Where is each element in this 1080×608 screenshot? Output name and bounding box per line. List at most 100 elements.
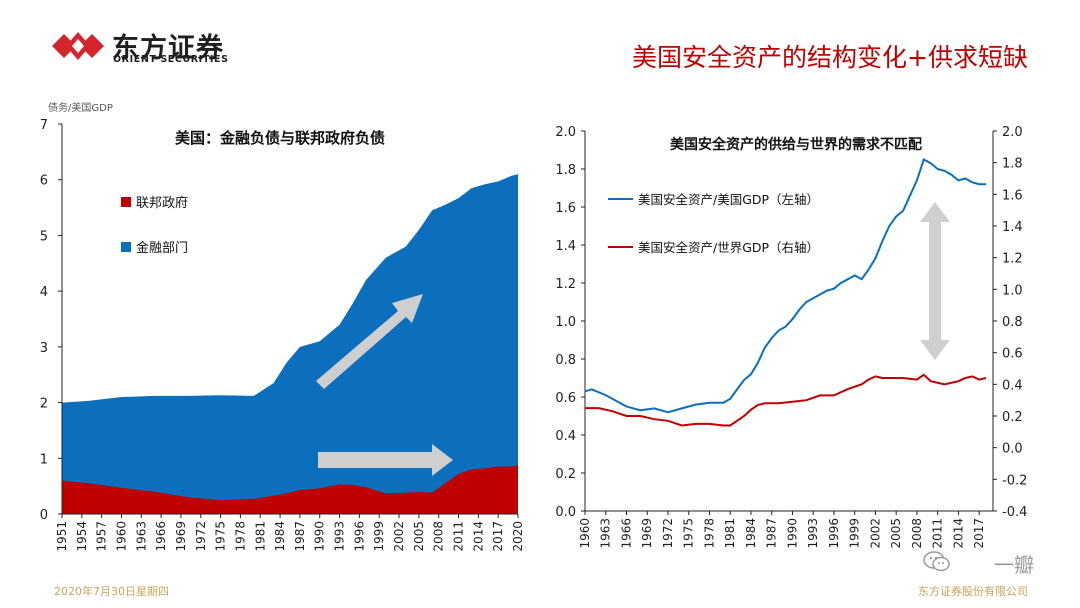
x-tick-label: 1963 — [599, 518, 613, 549]
y-tick-left-label: 0.6 — [555, 391, 576, 406]
y-tick-right-label: -0.4 — [1002, 505, 1027, 520]
x-tick-label: 1990 — [313, 521, 327, 552]
x-tick-label: 1996 — [352, 521, 366, 552]
y-tick-left-label: 1.2 — [555, 277, 576, 292]
left-chart-title: 美国：金融负债与联邦政府负债 — [175, 129, 385, 147]
y-tick-label: 5 — [40, 229, 48, 244]
y-tick-right-label: 0.2 — [1002, 410, 1023, 425]
x-tick-label: 1987 — [293, 521, 307, 552]
x-tick-label: 2017 — [972, 518, 986, 549]
y-tick-right-label: 2.0 — [1002, 125, 1023, 140]
y-tick-left-label: 0.0 — [555, 505, 576, 520]
x-tick-label: 1966 — [154, 521, 168, 552]
area-federal-government — [62, 465, 518, 514]
y-tick-right-label: -0.2 — [1002, 473, 1027, 488]
x-tick-label: 1981 — [723, 518, 737, 549]
legend-label-federal: 联邦政府 — [136, 196, 188, 211]
y-tick-left-label: 0.4 — [555, 429, 576, 444]
x-tick-label: 1960 — [114, 521, 128, 552]
y-tick-right-label: 0.0 — [1002, 442, 1023, 457]
y-tick-right-label: 0.6 — [1002, 347, 1023, 362]
y-tick-right-label: 0.4 — [1002, 378, 1023, 393]
legend-swatch-federal — [121, 197, 131, 207]
line-us-safe-assets-world-gdp — [585, 373, 987, 427]
logo-diamond-right — [80, 34, 104, 58]
y-tick-label: 2 — [40, 397, 48, 412]
y-tick-label: 1 — [40, 452, 48, 467]
logo-text: 东方证券 — [112, 33, 224, 64]
footer-date: 2020年7月30日星期四 — [54, 585, 169, 598]
legend-label-us-gdp: 美国安全资产/美国GDP（左轴） — [638, 192, 819, 207]
footer-company: 东方证券股份有限公司 — [918, 585, 1028, 598]
x-tick-label: 1993 — [333, 521, 347, 552]
y-tick-left-label: 0.8 — [555, 353, 576, 368]
left-chart: 0 1 2 3 4 5 6 7 1951 1954 1957 1960 1963 1966 1969 197… — [40, 118, 525, 552]
y-tick-left-label: 2.0 — [555, 125, 576, 140]
x-tick-label: 1984 — [744, 518, 758, 549]
y-tick-left-label: 0.2 — [555, 467, 576, 482]
legend-label-financial: 金融部门 — [136, 240, 188, 256]
y-tick-left-label: 1.6 — [555, 201, 576, 216]
x-tick-label: 2011 — [931, 518, 945, 549]
x-tick-label: 2017 — [491, 521, 505, 552]
x-tick-label: 2014 — [471, 521, 485, 552]
legend-label-world-gdp: 美国安全资产/世界GDP（右轴） — [638, 240, 819, 255]
y-tick-left-label: 1.4 — [555, 239, 576, 254]
logo-subtext: ORIENT SECURITIES — [113, 54, 229, 65]
y-tick-label: 7 — [40, 118, 48, 133]
x-tick-label: 1996 — [827, 518, 841, 549]
x-tick-label: 1987 — [765, 518, 779, 549]
x-tick-label: 2005 — [889, 518, 903, 549]
slide-title: 美国安全资产的结构变化+供求短缺 — [632, 43, 1028, 72]
x-tick-label: 2008 — [910, 518, 924, 549]
x-tick-label: 1966 — [619, 518, 633, 549]
double-vertical-arrow — [920, 202, 950, 360]
logo-icon — [52, 32, 104, 60]
x-tick-label: 1960 — [578, 518, 592, 549]
y-tick-label: 6 — [40, 174, 48, 189]
x-tick-label: 1999 — [848, 518, 862, 549]
y-tick-left-label: 1.0 — [555, 315, 576, 330]
x-tick-label: 1963 — [134, 521, 148, 552]
right-arrow — [318, 444, 453, 476]
x-tick-label: 1969 — [640, 518, 654, 549]
y-tick-label: 4 — [40, 285, 48, 300]
y-tick-right-label: 1.4 — [1002, 220, 1023, 235]
x-tick-label: 1975 — [682, 518, 696, 549]
x-tick-label: 1984 — [273, 521, 287, 552]
right-chart-title: 美国安全资产的供给与世界的需求不匹配 — [670, 136, 922, 153]
y-tick-right-label: 0.8 — [1002, 315, 1023, 330]
y-tick-right-label: 1.6 — [1002, 188, 1023, 203]
x-tick-label: 2002 — [392, 521, 406, 552]
x-tick-label: 1957 — [95, 521, 109, 552]
x-tick-label: 1978 — [233, 521, 247, 552]
legend-swatch-financial — [121, 242, 131, 252]
watermark-text: 一瓣 — [994, 553, 1034, 577]
right-chart: 0.0 0.2 0.4 0.6 0.8 1.0 1.2 1.4 1.6 1.8 2.0 -0.4 -0… — [555, 125, 1027, 549]
up-right-arrow — [316, 294, 423, 389]
x-tick-label: 1981 — [253, 521, 267, 552]
x-tick-label: 2008 — [432, 521, 446, 552]
logo-diamond-inner — [72, 39, 84, 53]
x-tick-label: 2002 — [868, 518, 882, 549]
y-tick-right-label: 1.2 — [1002, 252, 1023, 267]
x-tick-label: 1999 — [372, 521, 386, 552]
line-us-safe-assets-us-gdp — [584, 158, 987, 414]
y-tick-label: 3 — [40, 341, 48, 356]
y-tick-right-label: 1.8 — [1002, 157, 1023, 172]
x-tick-label: 1993 — [806, 518, 820, 549]
wechat-icon — [923, 551, 950, 572]
logo-diamond-left — [52, 34, 76, 58]
y-tick-right-label: 1.0 — [1002, 283, 1023, 298]
x-tick-label: 1954 — [75, 521, 89, 552]
x-tick-label: 1975 — [214, 521, 228, 552]
y-tick-label: 0 — [40, 508, 48, 523]
x-tick-label: 2005 — [412, 521, 426, 552]
left-chart-units-label: 债务/美国GDP — [48, 103, 113, 114]
area-financial-sector — [62, 174, 518, 514]
x-tick-label: 1990 — [785, 518, 799, 549]
x-tick-label: 1972 — [661, 518, 675, 549]
x-tick-label: 2011 — [452, 521, 466, 552]
y-tick-left-label: 1.8 — [555, 163, 576, 178]
x-tick-label: 1978 — [702, 518, 716, 549]
